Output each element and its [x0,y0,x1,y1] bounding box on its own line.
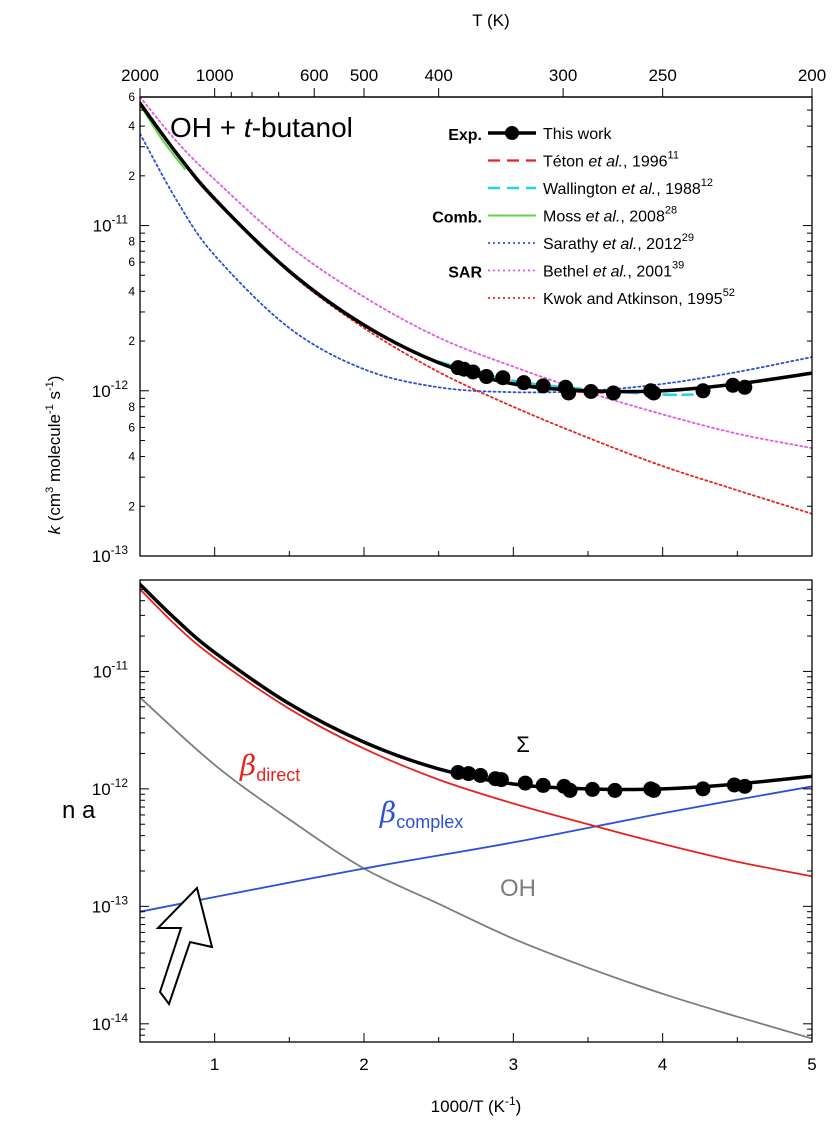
top-axis-tick-label: 250 [648,66,676,85]
label-sigma: Σ [516,732,530,757]
top-data-point [737,379,753,395]
series-bethel-2001-legend-label: Bethel et al., 200139 [543,260,684,281]
bottom-ytick-label: 10-11 [93,658,129,681]
top-series-group [140,97,812,515]
bottom-data-point [695,781,711,797]
series-oh-line [140,696,812,1040]
top-data-point [465,364,481,380]
bottom-data-point [737,778,753,794]
bottom-xtick-label: 3 [509,1055,518,1074]
bottom-ytick-label: 10-12 [92,776,129,799]
series-sarathy-2012-legend-label: Sarathy et al., 201229 [543,232,694,253]
top-data-point [695,383,711,399]
series-wallington-1988-legend-label: Wallington et al., 198812 [543,177,713,198]
legend-group-label: Comb. [432,210,482,227]
top-data-point [535,378,551,394]
top-panel-frame [139,96,813,557]
top-data-point [725,377,741,393]
bottom-data-point [584,781,600,797]
legend: Exp. Comb. SAR This work Téton et al., 19961… [432,126,735,308]
top-ytick-minor-label: 6 [128,90,135,104]
label-oh: OH [500,875,536,902]
top-data-point [646,385,662,401]
top-axis-tick-label: 300 [549,66,577,85]
label-beta-complex: βcomplex [379,796,463,832]
series-sarathy-2012-line [140,132,812,394]
top-axis-title: T (K) [472,11,509,30]
right-arrow-icon [155,886,214,1007]
top-data-point [605,385,621,401]
top-ytick-minor-label: 8 [128,235,135,249]
bottom-xtick-label: 2 [359,1055,368,1074]
top-axis-tick-label: 500 [350,66,378,85]
top-ytick-minor-label: 4 [128,450,135,464]
top-ytick-minor-label: 2 [128,334,135,348]
series-sigma-line [140,582,812,792]
series-this-work-legend-label: This work [543,126,612,143]
series-this-work-line [140,101,812,394]
bottom-data-point [493,772,509,788]
top-ytick-label: 10-11 [93,213,129,236]
bottom-data-point [517,775,533,791]
series-kwok-atkinson-1995-legend-label: Kwok and Atkinson, 199552 [543,287,735,308]
legend-group-label: Exp. [448,127,482,144]
top-axis-tick-label: 200 [798,66,826,85]
bottom-data-point [607,782,623,798]
bottom-data-point [646,782,662,798]
bottom-xtick-label: 5 [807,1055,816,1074]
top-ytick-minor-label: 4 [128,284,135,298]
top-ytick-minor-label: 8 [128,400,135,414]
top-ytick-minor-label: 6 [128,420,135,434]
legend-group-label: SAR [448,265,482,282]
label-beta-direct: βdirect [239,749,300,785]
top-axis-tick-label: 400 [424,66,452,85]
bottom-series-group [140,582,812,1040]
bottom-xtick-label: 4 [658,1055,667,1074]
bottom-data-point [461,766,477,782]
series-bethel-2001-line [140,97,812,449]
chart-title: OH + t-butanol [170,112,353,143]
series-teton-1996-legend-label: Téton et al., 199611 [543,150,679,171]
top-data-point [516,375,532,391]
legend-marker [505,126,519,140]
top-data-point [478,369,494,385]
x-axis-label: 1000/T (K-1) [431,1094,522,1116]
top-ytick-label: 10-13 [92,543,129,566]
top-data-point [495,370,511,386]
bottom-ytick-label: 10-13 [92,893,129,916]
top-temperature-axis: 2000 1000 600 500 400 300 250 200 T (K) [121,11,826,98]
bottom-data-point [535,777,551,793]
top-ytick-minor-label: 4 [128,119,135,133]
series-beta-complex-line [140,785,812,913]
top-ytick-minor-label: 6 [128,255,135,269]
y-axis-label: k (cm3 molecule-1 s-1) [44,376,64,535]
top-data-point [583,384,599,400]
top-axis-tick-label: 2000 [121,66,159,85]
top-panel-plot: 10-11 10-12 10-13 6 4 2 8 6 4 2 8 6 4 2 [92,90,813,566]
series-moss-2008-legend-label: Moss et al., 200828 [543,205,677,226]
axis-labels: OH + t-butanol 1000/T (K-1) k (cm3 molecul… [44,112,521,1116]
series-beta-direct-line [140,588,812,878]
bottom-data-point [472,767,488,783]
top-ytick-minor-label: 2 [128,169,135,183]
bottom-panel-frame [139,579,813,1043]
top-ytick-minor-label: 2 [128,499,135,513]
bottom-data-point [562,782,578,798]
top-axis-tick-label: 1000 [196,66,234,85]
slide-text-fragment: n a [62,797,96,824]
top-axis-tick-label: 600 [300,66,328,85]
top-ytick-label: 10-12 [92,378,129,401]
bottom-ytick-label: 10-14 [92,1011,129,1034]
top-data-point [561,385,577,401]
bottom-xtick-label: 1 [210,1055,219,1074]
